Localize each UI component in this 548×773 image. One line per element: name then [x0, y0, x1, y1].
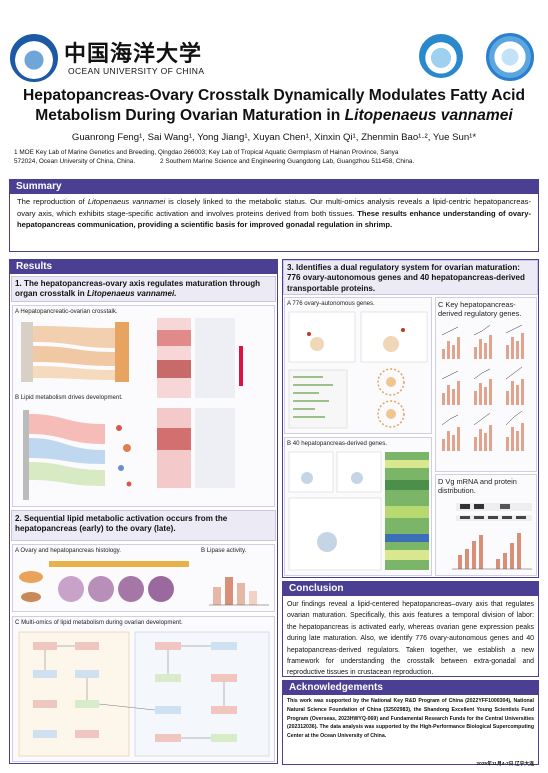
vg-western-blot — [452, 503, 532, 570]
summary-part-b: is closely linked to the metabolic statu… — [17, 197, 531, 218]
author-list: Guanrong Feng¹, Sai Wang¹, Yong Jiang¹, … — [71, 132, 477, 143]
r2-panel-c-label: C Multi-omics of lipid metabolism during… — [15, 619, 183, 626]
poster-title-line1: Hepatopancreas-Ovary Crosstalk Dynamical… — [22, 87, 526, 104]
alluvial-plot — [23, 410, 132, 500]
ouc-logo-icon — [10, 34, 58, 82]
society-logo-icon — [419, 34, 463, 78]
heatmap-deg — [157, 318, 243, 488]
r3-panel-a-label: A 776 ovary-autonomous genes. — [287, 300, 375, 307]
r2-figure-c: C Multi-omics of lipid metabolism during… — [12, 616, 275, 762]
r2-figure-ab: A Ovary and hepatopancreas histology. B … — [12, 544, 275, 612]
university-name-en: OCEAN UNIVERSITY OF CHINA — [68, 66, 205, 76]
results-heading: Results — [10, 260, 277, 274]
r1-heading-bg — [11, 276, 276, 302]
acknowledgements-text: This work was supported by the National … — [287, 698, 534, 740]
summary-heading: Summary — [10, 180, 538, 194]
r3-heading: 3. Identifies a dual regulatory system f… — [287, 263, 525, 293]
summary-part-a: The reproduction of — [17, 197, 88, 206]
r2-panel-b-label: B Lipase activity. — [201, 547, 247, 554]
r3-panel-d-label: D Vg mRNA and protein distribution. — [438, 477, 517, 495]
r2-heading: 2. Sequential lipid metabolic activation… — [15, 514, 228, 533]
r3-heading-bg — [283, 260, 538, 295]
histology-images — [19, 561, 189, 602]
pathway-diagram — [18, 631, 270, 757]
r1-figure: A Hepatopancreatic-ovarian crosstalk. B … — [12, 305, 275, 507]
summary-species: Litopenaeus vannamei — [87, 197, 166, 206]
title-species: Litopenaeus vannamei — [344, 107, 513, 124]
title-plain: Metabolism During Ovarian Maturation in — [35, 107, 345, 124]
r1-heading: 1. The hepatopancreas-ovary axis regulat… — [15, 279, 273, 299]
acknowledgements-heading: Acknowledgements — [283, 681, 538, 695]
r3-panel-b-label: B 40 hepatopancreas-derived genes. — [287, 440, 387, 447]
summary-bold: These results enhance understanding of o… — [17, 208, 531, 230]
r1-heading-text: 1. The hepatopancreas-ovary axis regulat… — [15, 279, 261, 298]
conference-date: 2025年11月4-7日 辽宁大连 — [476, 762, 534, 767]
affiliation-1: 1 MOE Key Lab of Marine Genetics and Bre… — [14, 149, 399, 156]
conclusion-heading: Conclusion — [283, 582, 538, 596]
hepato-volcano-heatmap — [288, 451, 429, 571]
affiliation-2: 572024, Ocean University of China, China… — [14, 157, 415, 165]
conclusion-text: Our findings reveal a lipid-centered hep… — [287, 601, 534, 677]
lipase-chart — [209, 577, 269, 606]
regulatory-gene-bars — [441, 324, 524, 451]
r2-heading-bg — [11, 510, 276, 541]
r1-panel-a-label: A Hepatopancreatic-ovarian crosstalk. — [15, 308, 118, 315]
r3-figure-a: A 776 ovary-autonomous genes. — [284, 297, 432, 434]
university-name-cn: 中国海洋大学 — [64, 41, 203, 67]
r3-panel-c-label: C Key hepatopancreas-derived regulatory … — [438, 300, 522, 318]
r2-panel-a-label: A Ovary and hepatopancreas histology. — [15, 547, 121, 554]
summary-text: The reproduction of Litopenaeus vannamei… — [17, 196, 531, 231]
r1-heading-species: Litopenaeus vannamei. — [86, 289, 177, 298]
r1-panel-b-label: B Lipid metabolism drives development. — [15, 394, 123, 401]
sankey-diagram — [21, 322, 129, 382]
poster-title-line2: Metabolism During Ovarian Maturation in … — [0, 107, 548, 125]
conclusion-box — [282, 581, 539, 677]
r3-figure-d: D Vg mRNA and protein distribution. — [435, 474, 537, 576]
r3-figure-c: C Key hepatopancreas-derived regulatory … — [435, 297, 537, 472]
conference-logo-icon — [486, 33, 534, 81]
volcano-plots — [288, 311, 428, 429]
r3-figure-b: B 40 hepatopancreas-derived genes. — [284, 437, 432, 576]
